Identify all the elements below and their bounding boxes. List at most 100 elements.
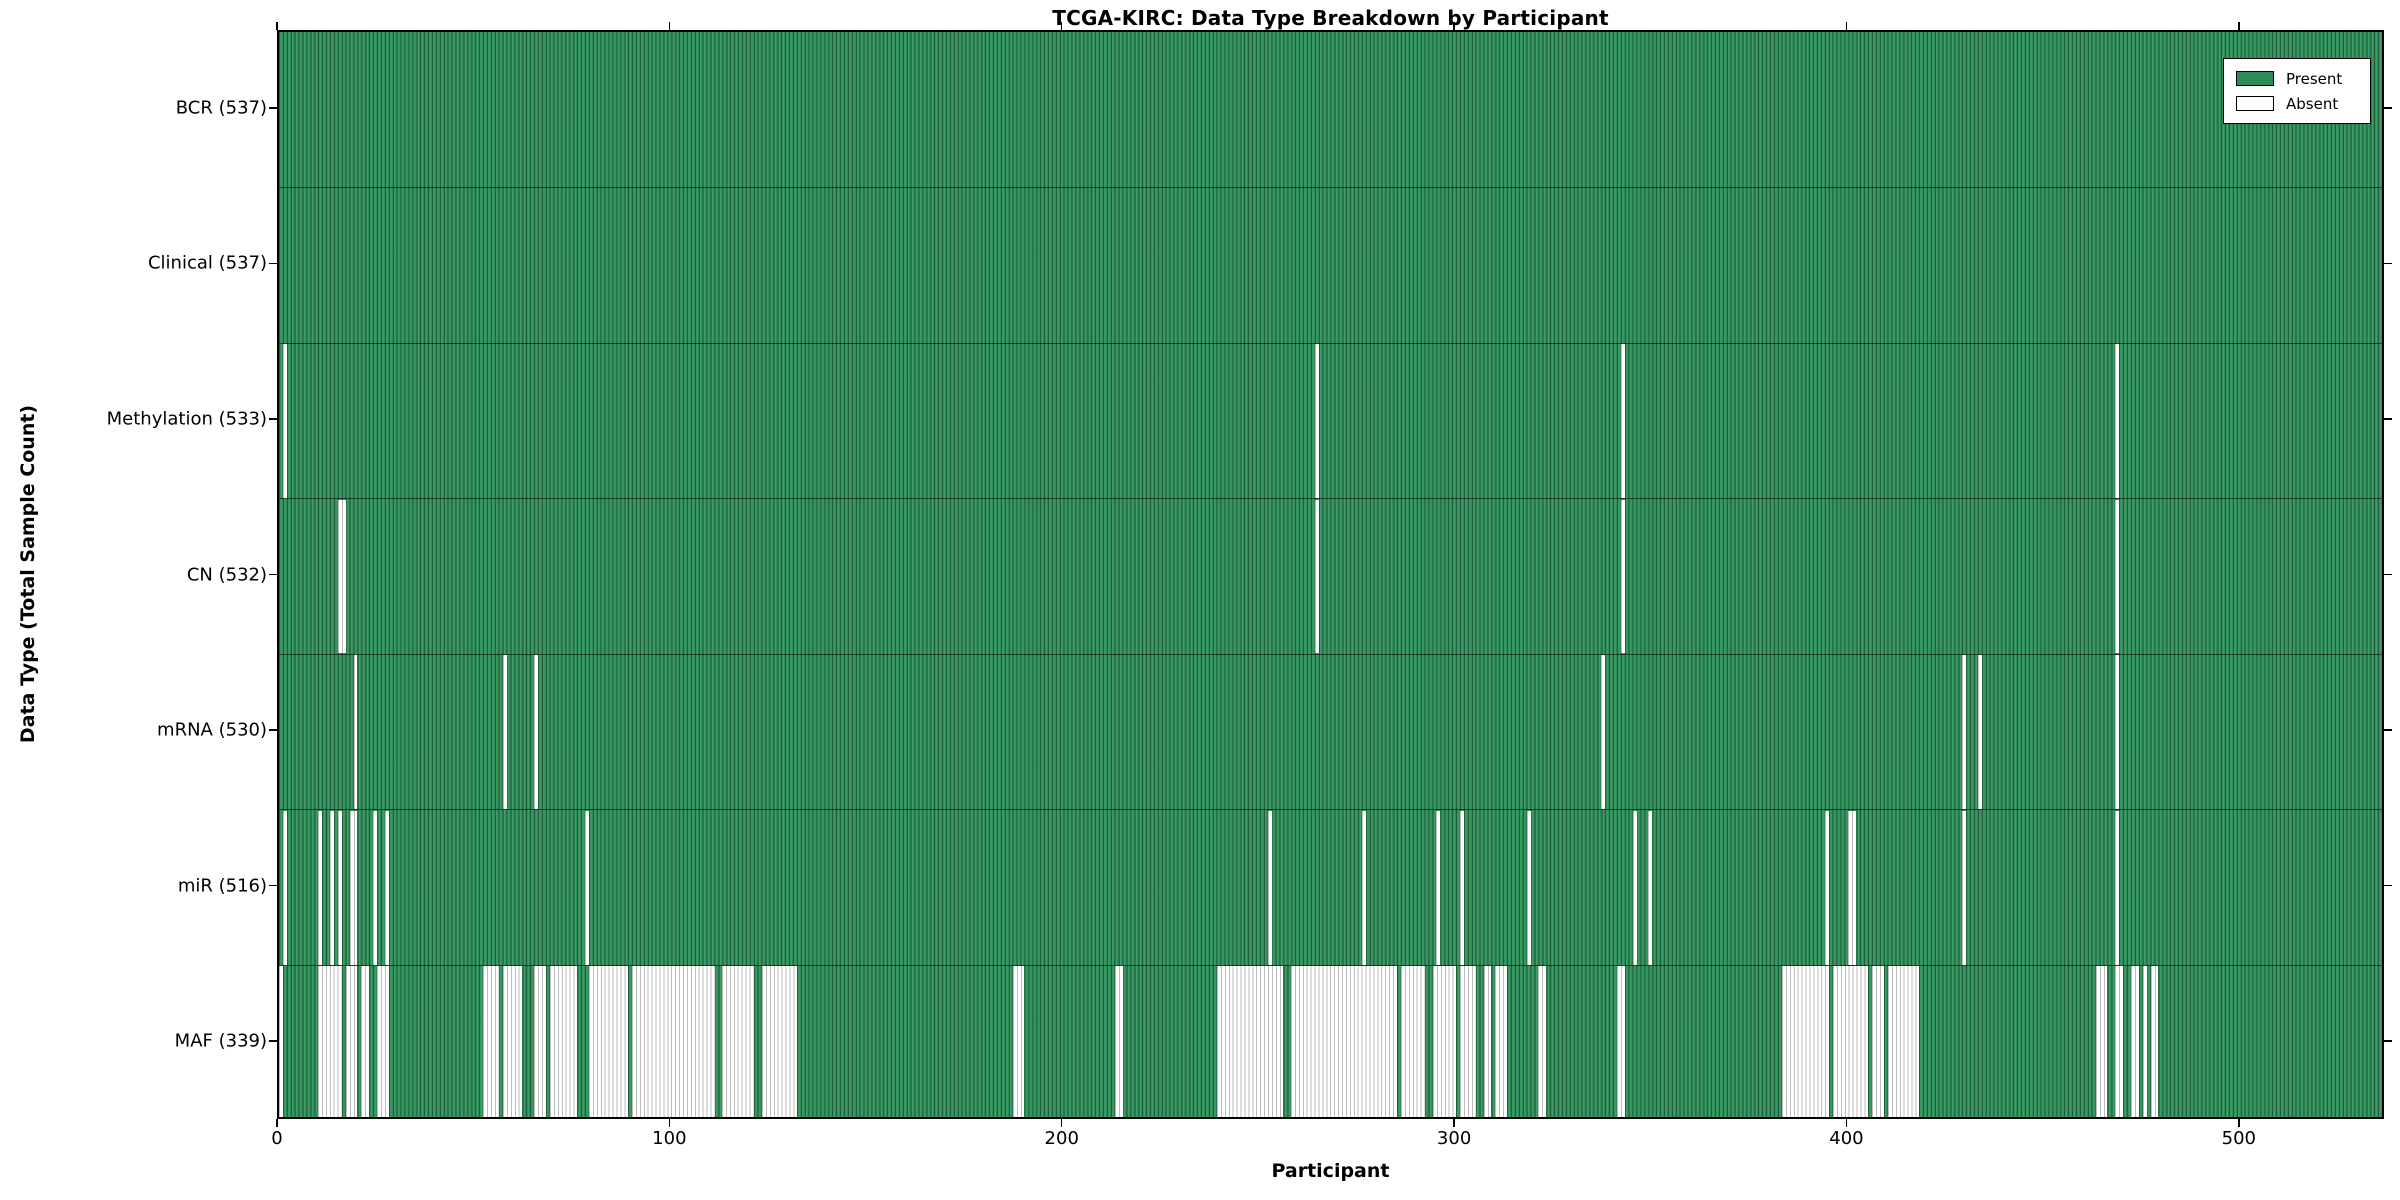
absent-cell-block-MAF [2095,966,2108,1117]
x-tick-mark [668,22,671,30]
y-tick-mark [2384,107,2392,109]
absent-cell-block-miR [1526,810,1531,965]
absent-cell-block-MAF [2150,966,2159,1117]
x-tick-mark [668,1119,671,1127]
absent-cell-block-MAF [318,966,342,1117]
y-tick-mark [2384,418,2392,420]
plot-area: Present Absent [277,30,2384,1119]
y-tick-mark [269,1040,277,1042]
absent-cell-block-miR [1361,810,1366,965]
absent-cell-block-mRNA [1601,655,1606,810]
absent-cell-block-mRNA [1977,655,1982,810]
absent-cell-block-MAF [1832,966,1869,1117]
y-tick-mark [269,418,277,420]
absent-cell-block-miR [585,810,589,965]
legend: Present Absent [2223,58,2371,124]
absent-cell-block-CN [1314,499,1319,654]
absent-cell-block-MAF [1483,966,1492,1117]
x-tick-mark [276,1119,278,1127]
x-tick-label-0: 0 [271,1128,283,1149]
absent-cell-block-CN [2115,499,2120,654]
row-separator [279,498,2382,500]
y-tick-label-MAF: MAF (339) [174,1030,267,1052]
absent-cell-block-Methylation [1620,343,1625,498]
y-tick-label-mRNA: mRNA (530) [157,719,267,741]
x-tick-mark [1453,22,1455,30]
y-tick-mark [2384,262,2392,265]
x-tick-mark [1845,22,1848,30]
y-tick-mark [2384,884,2392,887]
absent-cell-block-MAF [549,966,578,1117]
absent-cell-block-CN [1620,499,1625,654]
absent-cell-block-MAF [1616,966,1625,1117]
absent-cell-block-MAF [345,966,358,1117]
absent-cell-block-Methylation [2115,343,2120,498]
absent-cell-block-MAF [2130,966,2139,1117]
x-tick-mark [276,22,278,30]
absent-cell-block-mRNA [502,655,507,810]
x-tick-label-100: 100 [652,1128,687,1149]
x-tick-mark [1453,1119,1455,1127]
absent-cell-block-MAF [1114,966,1123,1117]
absent-cell-block-MAF [1291,966,1398,1117]
absent-cell-block-mRNA [534,655,538,810]
y-tick-mark [2384,729,2392,731]
absent-cell-block-CN [337,499,346,654]
y-tick-label-CN: CN (532) [186,564,267,585]
x-tick-mark [1845,1119,1848,1127]
absent-cell-block-MAF [279,966,283,1117]
y-tick-label-BCR: BCR (537) [175,97,267,119]
legend-label-absent: Absent [2286,94,2339,113]
row-separator [279,653,2382,655]
row-separator [279,964,2382,966]
absent-cell-block-MAF [1887,966,1920,1117]
absent-cell-block-MAF [1432,966,1457,1117]
y-tick-label-miR: miR (516) [177,875,267,897]
absent-cell-block-miR [1962,810,1967,965]
x-tick-mark [1060,22,1063,30]
y-tick-mark [2384,573,2392,576]
y-tick-mark [269,884,277,887]
chart-title: TCGA-KIRC: Data Type Breakdown by Partic… [1052,6,1609,30]
row-separator [279,342,2382,344]
absent-cell-block-miR [1460,810,1464,965]
x-tick-mark [1060,1119,1063,1127]
absent-cell-block-MAF [632,966,715,1117]
x-tick-label-300: 300 [1436,1128,1472,1149]
absent-cell-block-miR [318,810,323,965]
absent-cell-block-miR [349,810,354,965]
absent-cell-block-MAF [1216,966,1284,1117]
absent-cell-block-MAF [1012,966,1025,1117]
absent-cell-block-MAF [377,966,389,1117]
absent-cell-block-miR [330,810,334,965]
absent-cell-block-miR [1848,810,1857,965]
row-separator [279,809,2382,811]
y-tick-mark [269,107,277,109]
absent-cell-block-miR [1267,810,1272,965]
absent-cell-block-MAF [361,966,370,1117]
absent-cell-block-MAF [588,966,629,1117]
absent-cell-block-miR [1648,810,1653,965]
x-tick-mark [2238,1119,2240,1127]
absent-cell-block-miR [282,810,287,965]
absent-cell-block-MAF [2142,966,2147,1117]
absent-cell-block-miR [1436,810,1441,965]
absent-cell-block-MAF [722,966,754,1117]
absent-cell-block-MAF [1538,966,1547,1117]
absent-cell-block-MAF [1781,966,1829,1117]
absent-cell-block-mRNA [353,655,358,810]
y-axis-label: Data Type (Total Sample Count) [17,404,39,744]
absent-cell-block-MAF [1495,966,1508,1117]
absent-cell-block-miR [1824,810,1829,965]
absent-cell-block-miR [337,810,342,965]
absent-cell-block-miR [353,810,358,965]
absent-cell-block-miR [384,810,389,965]
absent-cell-block-mRNA [2115,655,2120,810]
absent-cell-block-mRNA [1962,655,1967,810]
y-tick-mark [269,573,277,576]
absent-cell-block-MAF [1872,966,1884,1117]
absent-cell-block-miR [2115,810,2120,965]
x-tick-label-500: 500 [2221,1128,2256,1149]
y-tick-mark [269,262,277,265]
